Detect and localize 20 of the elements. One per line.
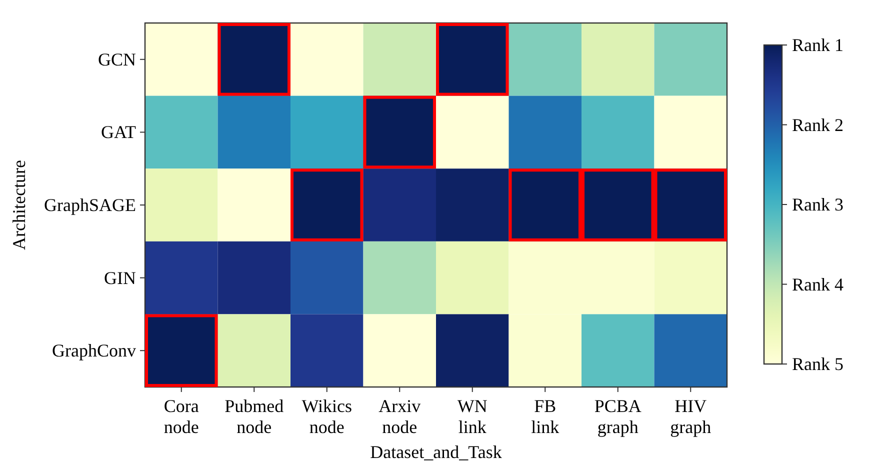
x-tick-label: Arxiv node bbox=[378, 396, 421, 437]
y-tick-label: GAT bbox=[101, 122, 136, 142]
y-tick-label: GCN bbox=[98, 49, 136, 70]
y-axis-title: Architecture bbox=[9, 160, 29, 250]
y-tick-label: GraphConv bbox=[52, 340, 136, 361]
color-bar-label: Rank 2 bbox=[792, 114, 844, 135]
x-tick-label: WN link bbox=[457, 396, 488, 437]
x-tick-label: PCBA graph bbox=[594, 396, 642, 437]
color-bar-label: Rank 5 bbox=[792, 354, 844, 374]
x-tick-label: HIV graph bbox=[670, 396, 712, 437]
x-tick-label: FB link bbox=[531, 396, 560, 437]
y-tick-label: GraphSAGE bbox=[44, 195, 136, 215]
y-tick-label: GIN bbox=[104, 268, 136, 288]
color-bar-label: Rank 3 bbox=[792, 194, 844, 214]
x-tick-label: Pubmed node bbox=[224, 396, 284, 437]
color-bar-label: Rank 4 bbox=[792, 274, 844, 294]
x-tick-label: Wikics node bbox=[302, 396, 352, 437]
x-axis-title: Dataset_and_Task bbox=[370, 442, 502, 462]
x-tick-label: Cora node bbox=[164, 396, 199, 437]
color-bar-label: Rank 1 bbox=[792, 35, 844, 55]
